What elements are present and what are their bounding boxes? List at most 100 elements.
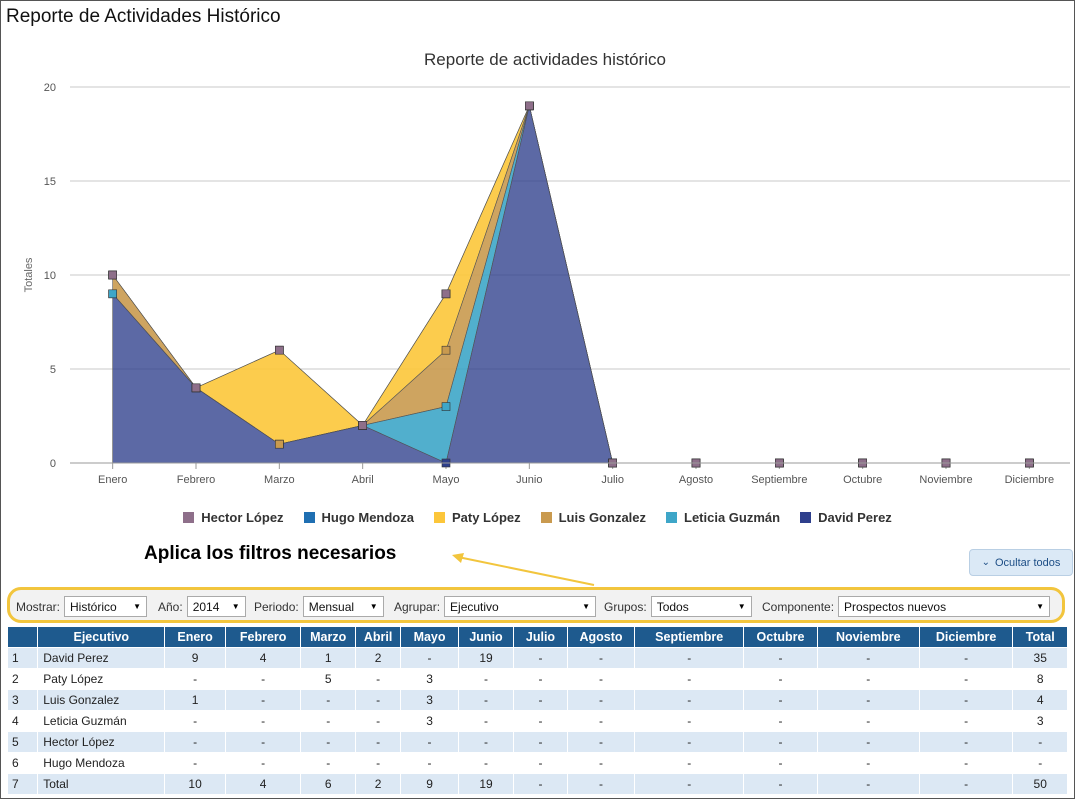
legend-item[interactable]: Paty López xyxy=(433,510,521,525)
filter-bar: Mostrar: Histórico ▼ Año: 2014 ▼ Periodo: … xyxy=(7,587,1065,623)
cell-value: - xyxy=(816,668,920,690)
chevron-down-icon: ⌄ xyxy=(981,557,990,568)
cell-value: 8 xyxy=(1012,668,1068,690)
mostrar-select[interactable]: Histórico ▼ xyxy=(64,596,148,617)
cell-value: - xyxy=(566,647,636,669)
x-tick-label: Mayo xyxy=(433,474,460,486)
column-header: Ejecutivo xyxy=(37,626,166,648)
cell-value: - xyxy=(566,689,636,711)
cell-value: 1 xyxy=(164,689,226,711)
column-header: Abril xyxy=(354,626,402,648)
cell-value: 2 xyxy=(354,773,402,795)
cell-value: - xyxy=(513,731,568,753)
cell-value: - xyxy=(513,773,568,795)
filter-anio: Año: 2014 ▼ xyxy=(158,596,246,617)
caret-down-icon: ▼ xyxy=(1036,602,1045,611)
cell-value: - xyxy=(634,752,745,774)
column-header: Noviembre xyxy=(816,626,920,648)
table-header-row: Ejecutivo Enero Febrero Marzo Abril Mayo Junio… xyxy=(6,626,1068,648)
cell-value: - xyxy=(634,647,745,669)
table-row: 2 Paty López - -5-3- - - - - - -8 xyxy=(6,668,1068,690)
cell-value: 6 xyxy=(300,773,356,795)
legend-item[interactable]: Hugo Mendoza xyxy=(303,510,414,525)
x-tick-label: Octubre xyxy=(843,474,882,486)
column-header: Septiembre xyxy=(634,626,745,648)
cell-value: - xyxy=(513,752,568,774)
column-header: Enero xyxy=(164,626,226,648)
caret-down-icon: ▼ xyxy=(231,602,240,611)
cell-value: - xyxy=(918,668,1014,690)
legend-item[interactable]: Leticia Guzmán xyxy=(666,510,780,525)
hide-all-button[interactable]: ⌄ Ocultar todos xyxy=(969,549,1073,576)
legend-item[interactable]: Luis Gonzalez xyxy=(540,510,646,525)
periodo-value: Mensual xyxy=(308,599,355,614)
cell-value: - xyxy=(566,710,636,732)
legend-label: Leticia Guzmán xyxy=(684,510,781,525)
caret-down-icon: ▼ xyxy=(369,602,378,611)
row-index: 1 xyxy=(6,647,39,669)
column-header: Mayo xyxy=(400,626,459,648)
data-point xyxy=(441,345,451,355)
agrupar-select[interactable]: Ejecutivo ▼ xyxy=(444,596,597,617)
legend-item[interactable]: Hector López xyxy=(183,510,284,525)
cell-value: - xyxy=(918,752,1014,774)
legend-item[interactable]: David Perez xyxy=(800,510,892,525)
cell-value: - xyxy=(918,710,1014,732)
page-title: Reporte de Actividades Histórico xyxy=(6,6,281,27)
y-axis-label: Totales xyxy=(23,257,35,292)
x-tick-label: Septiembre xyxy=(751,474,807,486)
grupos-select[interactable]: Todos ▼ xyxy=(650,596,752,617)
cell-value: - xyxy=(354,752,402,774)
cell-value: - xyxy=(354,710,402,732)
y-tick-label: 5 xyxy=(50,364,56,376)
cell-value: - xyxy=(634,668,745,690)
cell-value: - xyxy=(1012,752,1068,774)
cell-value: - xyxy=(224,731,302,753)
table-row: 4 Leticia Guzmán - - - -3- - - - - - -3 xyxy=(6,710,1068,732)
cell-value: - xyxy=(400,647,459,669)
data-point xyxy=(275,439,284,449)
cell-value: - xyxy=(918,647,1014,669)
table-row: 6 Hugo Mendoza - - - - - - - - - - - - - xyxy=(6,752,1068,774)
column-header: Octubre xyxy=(743,626,818,648)
x-tick-label: Noviembre xyxy=(919,474,972,486)
cell-value: - xyxy=(300,752,356,774)
cell-value: - xyxy=(816,752,920,774)
legend-swatch xyxy=(433,512,445,523)
anio-select[interactable]: 2014 ▼ xyxy=(186,596,246,617)
periodo-select[interactable]: Mensual ▼ xyxy=(302,596,384,617)
data-point xyxy=(525,101,534,111)
cell-value: - xyxy=(743,668,818,690)
cell-value: - xyxy=(457,752,515,774)
cell-value: - xyxy=(300,689,356,711)
filter-agrupar: Agrupar: Ejecutivo ▼ xyxy=(394,596,597,617)
data-point xyxy=(441,289,451,299)
hide-all-label: Ocultar todos xyxy=(994,556,1061,569)
cell-value: - xyxy=(513,689,568,711)
executive-name: Total xyxy=(37,773,166,795)
column-header: Julio xyxy=(513,626,568,648)
componente-select[interactable]: Prospectos nuevos ▼ xyxy=(838,596,1051,617)
column-header: Total xyxy=(1012,626,1068,648)
cell-value: 4 xyxy=(224,647,302,669)
cell-value: 9 xyxy=(164,647,226,669)
executive-name: Hugo Mendoza xyxy=(37,752,166,774)
cell-value: - xyxy=(566,752,636,774)
data-point xyxy=(191,383,201,393)
table-row: 5 Hector López - - - - - - - - - - - - - xyxy=(6,731,1068,753)
x-tick-label: Diciembre xyxy=(1005,474,1055,486)
cell-value: - xyxy=(457,689,515,711)
cell-value: 3 xyxy=(400,710,459,732)
x-tick-label: Junio xyxy=(516,474,542,486)
cell-value: - xyxy=(164,668,226,690)
row-index: 6 xyxy=(6,752,39,774)
activity-chart: Reporte de actividades histórico Totales 0… xyxy=(23,50,1070,486)
filter-periodo-label: Periodo: xyxy=(254,599,299,614)
table-row: 3 Luis Gonzalez 1- - -3- - - - - - -4 xyxy=(6,689,1068,711)
cell-value: - xyxy=(566,668,636,690)
cell-value: - xyxy=(743,689,818,711)
row-index: 7 xyxy=(6,773,39,795)
data-point xyxy=(441,402,451,411)
cell-value: - xyxy=(743,752,818,774)
column-header: Junio xyxy=(457,626,515,648)
